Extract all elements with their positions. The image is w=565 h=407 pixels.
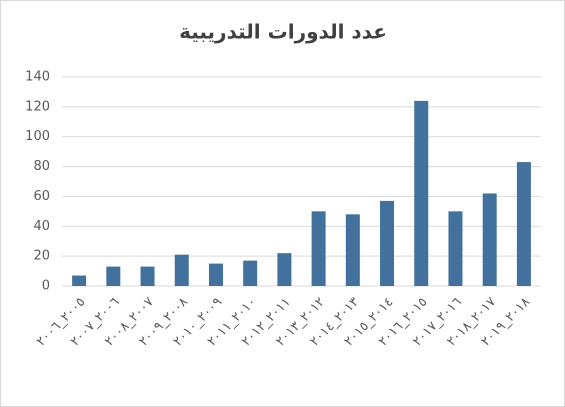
chart-title: عدد الدورات التدريبية [179, 20, 387, 44]
y-tick-label: 140 [25, 70, 50, 85]
bar [106, 266, 121, 286]
y-tick-label: 60 [33, 189, 50, 204]
y-tick-label: 0 [42, 279, 50, 294]
bar [414, 100, 429, 286]
bar [311, 211, 326, 286]
bar [516, 162, 531, 286]
y-tick-label: 20 [33, 249, 50, 264]
y-tick-label: 80 [33, 159, 50, 174]
bar [208, 263, 223, 286]
bar [140, 266, 155, 286]
y-tick-label: 40 [33, 219, 50, 234]
bar [277, 253, 292, 286]
y-tick-label: 120 [25, 99, 50, 114]
y-tick-label: 100 [25, 129, 50, 144]
bar [72, 275, 87, 286]
bar [482, 193, 497, 286]
bar [380, 200, 395, 286]
bar [243, 260, 258, 286]
bar [448, 211, 463, 286]
bar [345, 214, 360, 286]
bar [174, 254, 189, 286]
